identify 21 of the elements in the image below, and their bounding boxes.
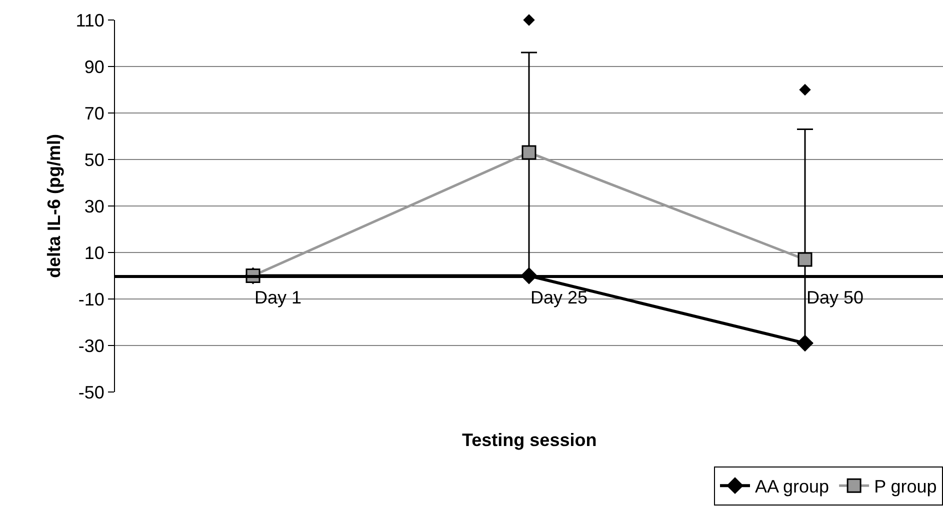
y-tick-label: 50 bbox=[84, 150, 104, 170]
y-axis-title: delta IL-6 (pg/ml) bbox=[44, 134, 64, 278]
y-tick-label: 70 bbox=[84, 103, 104, 124]
x-tick-label: Day 50 bbox=[806, 287, 864, 308]
y-tick-label: 10 bbox=[84, 242, 104, 263]
point bbox=[796, 334, 814, 352]
x-axis-title: Testing session bbox=[462, 430, 597, 450]
legend-label: AA group bbox=[755, 476, 830, 497]
point bbox=[522, 145, 536, 160]
y-tick-label: -30 bbox=[78, 336, 104, 356]
x-tick-label: Day 25 bbox=[530, 287, 588, 308]
legend-label: P group bbox=[874, 476, 937, 497]
y-tick-label: -50 bbox=[78, 382, 104, 402]
point bbox=[798, 252, 812, 267]
y-tick-label: 110 bbox=[76, 10, 104, 30]
y-tick-label: 30 bbox=[84, 196, 104, 216]
x-tick-label: Day 1 bbox=[254, 287, 302, 308]
point bbox=[799, 84, 811, 96]
y-tick-label: 90 bbox=[84, 56, 104, 77]
point bbox=[523, 14, 535, 26]
y-tick-label: -10 bbox=[78, 289, 104, 310]
